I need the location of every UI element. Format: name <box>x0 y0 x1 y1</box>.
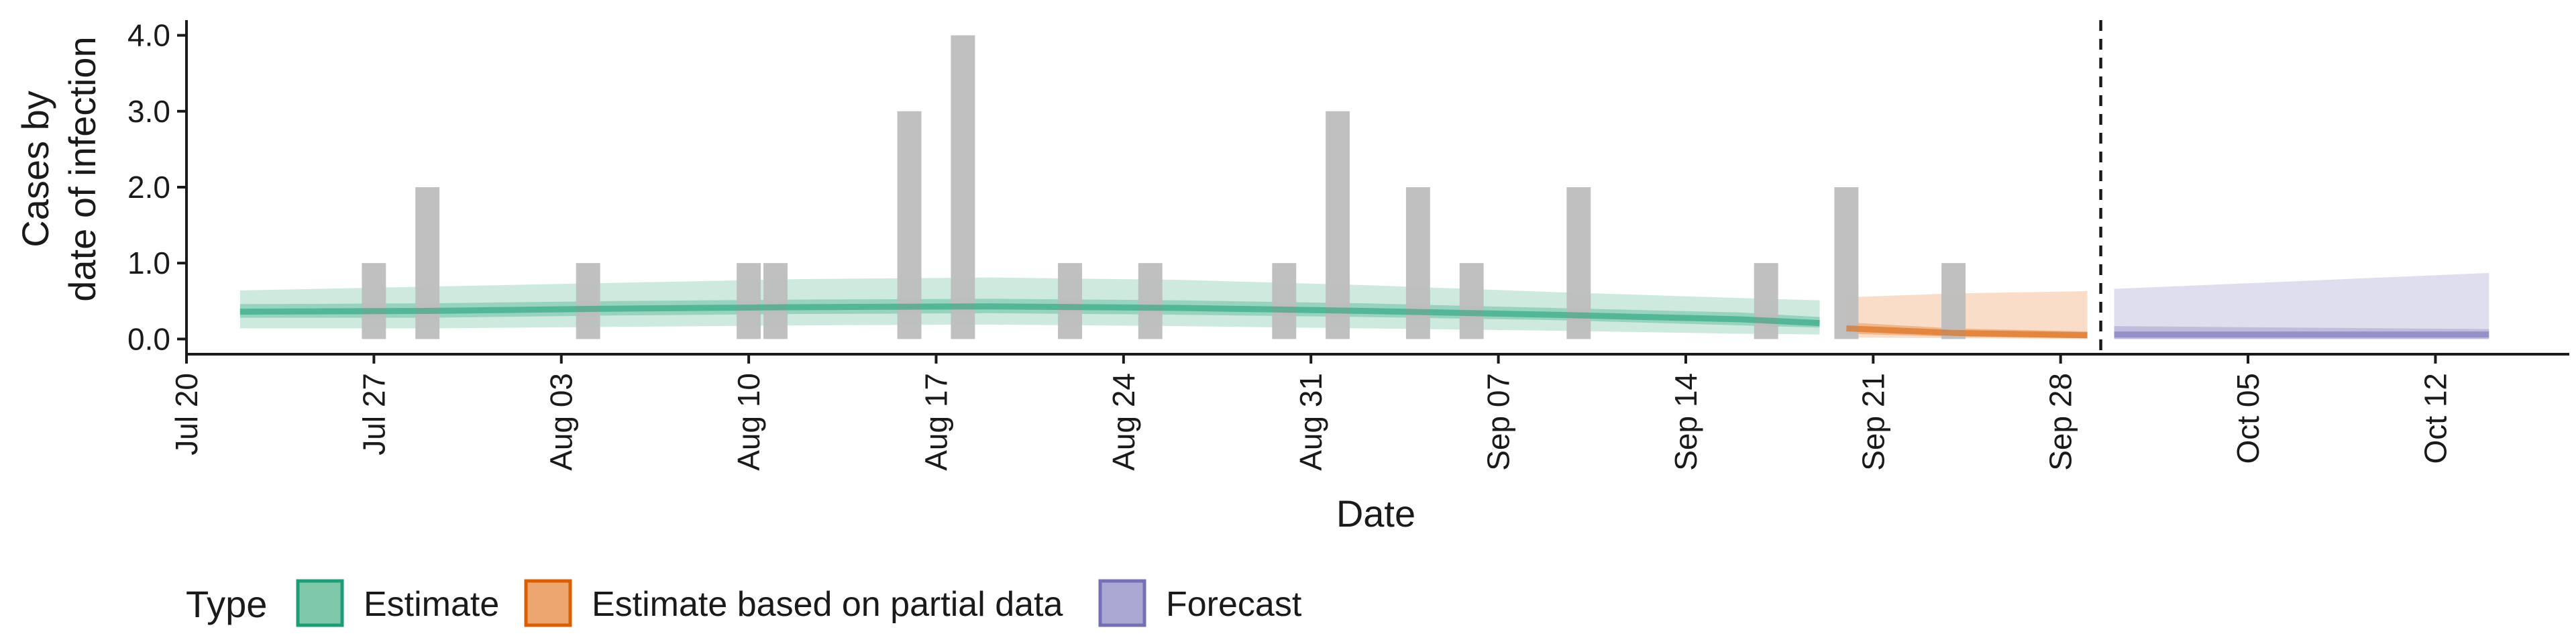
observed-case-bar <box>1058 263 1082 339</box>
legend-key-estimate-based-on-partial-data <box>524 579 572 627</box>
observed-case-bar <box>897 111 922 339</box>
x-tick-label: Aug 24 <box>1106 373 1141 471</box>
x-tick-label: Sep 21 <box>1856 373 1890 471</box>
legend-label-estimate-based-on-partial-data: Estimate based on partial data <box>592 585 1063 624</box>
x-tick-label: Jul 27 <box>356 373 391 455</box>
x-tick-label: Sep 07 <box>1481 373 1516 471</box>
observed-case-bar <box>763 263 788 339</box>
estimate-based-on-partial-data-band-90 <box>1846 291 2088 339</box>
legend-title: Type <box>186 583 267 625</box>
y-tick-label: 3.0 <box>127 94 170 129</box>
x-axis-ticks: Jul 20 Jul 27 Aug 03 Aug 10 Aug 17 Aug 24 Aug … <box>169 354 2453 471</box>
observed-case-bar <box>576 263 600 339</box>
forecast-band-90 <box>2114 272 2489 339</box>
observed-case-bar <box>1405 187 1430 339</box>
observed-case-bar <box>415 187 440 339</box>
legend-label-estimate: Estimate <box>364 585 499 624</box>
legend-label-forecast: Forecast <box>1166 585 1302 624</box>
observed-case-bar <box>1834 187 1859 339</box>
x-tick-label: Jul 20 <box>169 373 204 455</box>
x-tick-label: Aug 10 <box>731 373 766 471</box>
observed-case-bar <box>1326 111 1350 339</box>
x-tick-label: Sep 14 <box>1668 373 1703 471</box>
observed-case-bar <box>362 263 386 339</box>
observed-case-bar <box>1138 263 1163 339</box>
y-axis-title-line-2: date of infection <box>61 36 103 301</box>
observed-case-bar <box>951 35 975 339</box>
y-tick-label: 0.0 <box>127 321 170 356</box>
x-tick-label: Aug 17 <box>918 373 953 471</box>
legend-key-estimate <box>296 579 344 627</box>
observed-case-bar <box>737 263 761 339</box>
median-lines <box>239 303 2489 339</box>
y-axis-ticks: 0.0 1.0 2.0 3.0 4.0 <box>127 18 186 356</box>
observed-case-bar <box>1459 263 1484 339</box>
observed-case-bar <box>1754 263 1778 339</box>
x-axis-title: Date <box>1336 492 1415 535</box>
estimate-based-on-partial-data-median-line <box>1846 325 2088 339</box>
observed-case-bar <box>1272 263 1297 339</box>
y-tick-label: 1.0 <box>127 246 170 280</box>
x-tick-label: Aug 03 <box>544 373 579 471</box>
legend: Type Estimate Estimate based on partial d… <box>186 579 1302 627</box>
x-tick-label: Oct 12 <box>2418 373 2453 464</box>
y-tick-label: 4.0 <box>127 18 170 53</box>
legend-key-forecast <box>1098 579 1146 627</box>
x-tick-label: Aug 31 <box>1293 373 1328 471</box>
y-axis-title-line-1: Cases by <box>14 91 56 247</box>
y-tick-label: 2.0 <box>127 170 170 205</box>
estimate-median-line <box>239 303 1820 327</box>
x-tick-label: Sep 28 <box>2043 373 2078 471</box>
observed-case-bar <box>1941 263 1966 339</box>
x-tick-label: Oct 05 <box>2231 373 2265 464</box>
